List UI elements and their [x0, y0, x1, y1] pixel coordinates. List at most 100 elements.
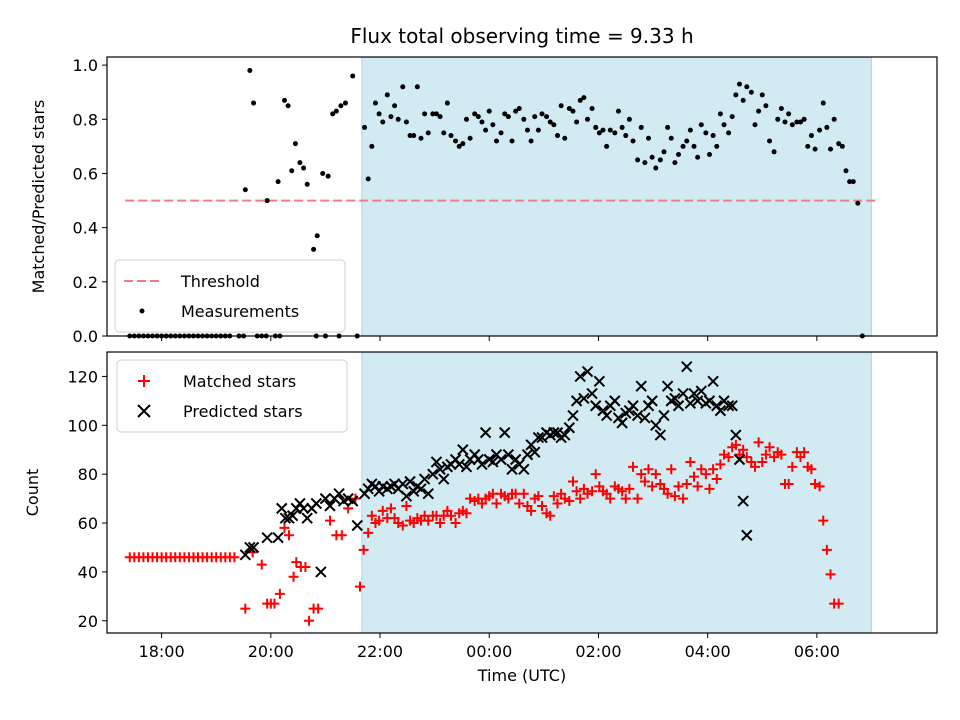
measurement-point	[350, 73, 356, 79]
predicted-point	[351, 519, 363, 532]
measurement-point	[593, 124, 599, 130]
measurement-point	[812, 146, 818, 152]
matched-point	[704, 483, 715, 494]
predicted-point	[593, 375, 606, 388]
matched-point	[548, 491, 559, 502]
measurement-point	[638, 124, 644, 130]
measurement-point	[388, 114, 394, 120]
measurement-point	[808, 133, 814, 139]
measurement-point	[441, 130, 447, 136]
measurement-point	[676, 152, 682, 158]
measurement-point	[342, 100, 348, 106]
matched-point	[715, 459, 726, 470]
measurement-point	[498, 130, 504, 136]
y-tick-label: 0.6	[73, 164, 98, 183]
predicted-point	[502, 448, 515, 461]
matched-point	[279, 522, 290, 533]
measurement-point	[665, 124, 671, 130]
matched-point	[274, 588, 285, 599]
measurement-point	[767, 138, 773, 144]
matched-point	[764, 442, 775, 453]
matched-point	[385, 503, 396, 514]
matched-point	[564, 496, 575, 507]
measurement-point	[400, 84, 406, 90]
measurement-point	[596, 130, 602, 136]
measurement-point	[448, 133, 454, 139]
measurement-point	[752, 122, 758, 128]
predicted-point	[301, 512, 313, 524]
predicted-point	[677, 387, 689, 400]
predicted-point	[244, 541, 256, 554]
measurement-point	[771, 149, 777, 155]
measurement-point	[558, 103, 564, 109]
predicted-point	[627, 400, 639, 412]
predicted-point	[506, 463, 518, 475]
matched-point	[617, 486, 628, 497]
predicted-point	[722, 400, 735, 412]
predicted-point	[397, 478, 409, 490]
predicted-point	[563, 422, 576, 434]
legend-box	[116, 359, 348, 433]
matched-point	[324, 515, 335, 526]
matched-point	[821, 544, 832, 555]
matched-point	[605, 493, 616, 504]
measurement-point	[281, 97, 287, 103]
measurement-point	[467, 135, 473, 141]
matched-point	[374, 515, 385, 526]
measurement-point	[403, 119, 409, 125]
measurement-point	[425, 130, 431, 136]
measurement-point	[801, 116, 807, 122]
top-panel: 0.0 0.2 0.4 0.6 0.8 1.0 Matched/Predicted star…	[29, 56, 938, 346]
predicted-point	[272, 531, 284, 544]
matched-point	[673, 481, 684, 492]
measurement-point	[325, 173, 331, 179]
matched-point	[692, 481, 703, 492]
matched-point	[647, 481, 658, 492]
predicted-point	[430, 456, 443, 468]
x-tick-label: 02:00	[575, 642, 621, 661]
matched-point	[628, 461, 639, 472]
axes-frame	[106, 351, 938, 634]
predicted-point	[726, 400, 738, 412]
legend-box	[114, 259, 346, 333]
predicted-point	[422, 488, 434, 500]
y-tick-label: 80	[78, 465, 98, 484]
measurement-point	[242, 187, 248, 193]
matched-point	[723, 452, 734, 463]
measurement-point	[528, 138, 534, 144]
measurement-point	[794, 119, 800, 125]
measurement-point	[714, 143, 720, 149]
predicted-point	[487, 456, 499, 468]
predicted-point	[427, 468, 439, 480]
predicted-point	[631, 409, 644, 422]
bottom-panel: 20 40 60 80 100 120 18:00 20:00 22:00 00:00 02:00 0…	[23, 351, 938, 685]
predicted-point	[286, 510, 299, 522]
matched-point	[662, 488, 673, 499]
measurement-point	[320, 170, 326, 176]
measurement-point	[836, 141, 842, 147]
measurement-point	[607, 127, 613, 133]
measurement-point	[778, 105, 784, 111]
measurement-point	[805, 143, 811, 149]
measurement-point	[847, 179, 853, 185]
measurement-point	[740, 97, 746, 103]
measurement-point	[483, 127, 489, 133]
measurement-point	[384, 92, 390, 98]
predicted-point	[324, 500, 336, 512]
measurement-point	[490, 122, 496, 128]
measurement-point	[789, 122, 795, 128]
matched-point	[256, 559, 267, 570]
measurement-point	[706, 152, 712, 158]
matched-point	[526, 505, 537, 516]
measurement-point	[855, 200, 861, 206]
measurement-point	[635, 157, 641, 163]
matched-point	[620, 493, 631, 504]
measurement-point	[824, 124, 830, 130]
legend-label: Predicted stars	[183, 402, 303, 421]
measurement-point	[817, 127, 823, 133]
measurement-point	[301, 165, 307, 171]
measurement-point	[649, 154, 655, 160]
measurement-point	[285, 103, 291, 109]
y-tick-label: 20	[78, 612, 98, 631]
measurement-point	[729, 114, 735, 120]
